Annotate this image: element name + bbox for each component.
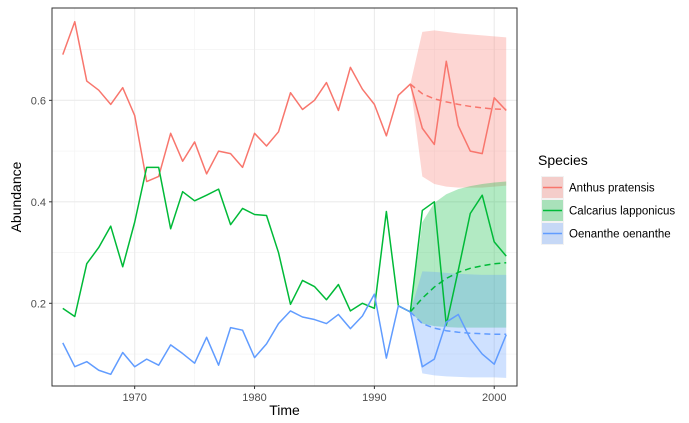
x-tick-label: 1980 xyxy=(242,392,266,404)
legend-label: Oenanthe oenanthe xyxy=(569,229,671,241)
forecast-ribbons xyxy=(410,30,507,378)
forecast-mean-line-3 xyxy=(409,311,507,335)
axis-ticks xyxy=(49,99,495,389)
y-tick-label: 0.6 xyxy=(31,95,46,107)
grid-major xyxy=(52,8,517,386)
y-axis-title: Abundance xyxy=(8,161,24,232)
forecast-ribbon-3 xyxy=(410,271,507,378)
series-line-2 xyxy=(62,166,507,326)
y-tick-label: 0.2 xyxy=(31,298,46,310)
y-tick-label: 0.4 xyxy=(31,197,46,209)
forecast-ribbon-1 xyxy=(410,30,507,188)
forecast-mean-line-2 xyxy=(409,261,507,313)
series-line-3 xyxy=(62,293,507,376)
series-line-1 xyxy=(62,20,507,183)
x-tick-labels: 1970 1980 1990 2000 xyxy=(122,392,506,404)
x-tick-label: 1970 xyxy=(122,392,146,404)
legend-keys: Anthus pratensis Calcarius lapponicus Oena… xyxy=(541,176,675,245)
x-tick-label: 1990 xyxy=(362,392,386,404)
series-lines xyxy=(62,20,507,376)
legend-title: Species xyxy=(538,152,588,168)
x-axis-title: Time xyxy=(269,402,300,418)
x-tick-label: 2000 xyxy=(482,392,506,404)
panel-border xyxy=(51,7,518,387)
forecast-lines xyxy=(409,83,507,335)
forecast-ribbon-2 xyxy=(410,181,507,328)
legend-label: Calcarius lapponicus xyxy=(569,206,675,218)
legend: Species Anthus pratensis Calcarius lappon… xyxy=(538,152,675,245)
legend-label: Anthus pratensis xyxy=(569,183,655,195)
forecast-mean-line-1 xyxy=(409,83,507,111)
y-tick-labels: 0.2 0.4 0.6 xyxy=(31,95,46,310)
